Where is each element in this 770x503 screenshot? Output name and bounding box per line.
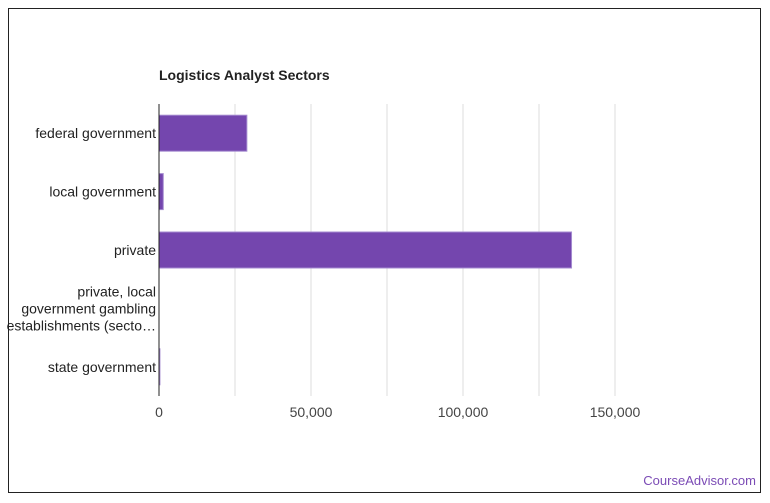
category-label: local government [49, 184, 156, 200]
bar [158, 231, 573, 269]
x-tick-label: 150,000 [590, 404, 641, 420]
x-tick-label: 50,000 [290, 404, 333, 420]
category-label: federal government [35, 125, 156, 141]
category-label: state government [48, 359, 156, 375]
bar [158, 114, 248, 152]
category-label: private [114, 242, 156, 258]
courseadvisor-link[interactable]: CourseAdvisor.com [643, 473, 756, 488]
category-label: private, local government gambling establi… [7, 283, 156, 333]
x-tick-label: 100,000 [438, 404, 489, 420]
chart-frame [8, 8, 761, 493]
bar [158, 173, 164, 211]
chart-title: Logistics Analyst Sectors [159, 67, 330, 83]
x-tick-label: 0 [155, 404, 163, 420]
